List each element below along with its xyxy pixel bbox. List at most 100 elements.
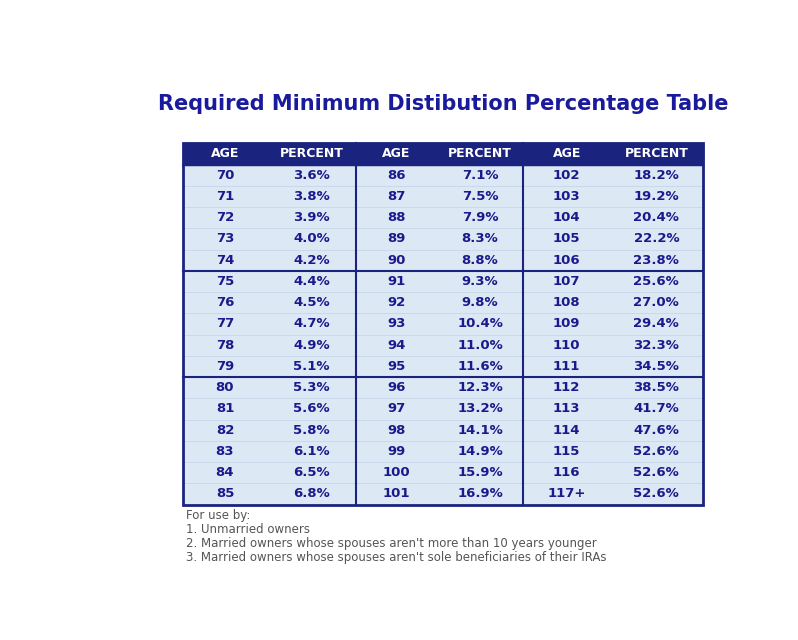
Text: 91: 91	[388, 275, 405, 288]
Text: 92: 92	[388, 296, 405, 309]
Text: 75: 75	[216, 275, 234, 288]
Text: 4.9%: 4.9%	[293, 339, 330, 352]
Text: Required Minimum Distibution Percentage Table: Required Minimum Distibution Percentage …	[158, 94, 729, 114]
Text: 98: 98	[387, 424, 406, 436]
Text: 94: 94	[387, 339, 406, 352]
Text: 16.9%: 16.9%	[457, 488, 503, 500]
Text: 18.2%: 18.2%	[634, 169, 679, 182]
Text: 115: 115	[553, 445, 580, 458]
Text: 5.6%: 5.6%	[293, 403, 330, 415]
Text: 73: 73	[215, 232, 234, 246]
Text: 34.5%: 34.5%	[634, 360, 679, 373]
Text: 97: 97	[388, 403, 405, 415]
Text: 52.6%: 52.6%	[634, 466, 679, 479]
Text: 71: 71	[216, 190, 234, 203]
Text: 79: 79	[216, 360, 234, 373]
Text: AGE: AGE	[382, 147, 411, 161]
Text: 27.0%: 27.0%	[634, 296, 679, 309]
Text: 81: 81	[215, 403, 234, 415]
Text: 32.3%: 32.3%	[634, 339, 679, 352]
Text: 89: 89	[387, 232, 406, 246]
Text: PERCENT: PERCENT	[448, 147, 512, 161]
Text: 93: 93	[387, 317, 406, 330]
Text: 114: 114	[553, 424, 580, 436]
Text: 8.8%: 8.8%	[462, 253, 499, 267]
Text: 95: 95	[388, 360, 405, 373]
Text: 4.5%: 4.5%	[293, 296, 330, 309]
Text: 112: 112	[553, 381, 580, 394]
Text: 103: 103	[553, 190, 580, 203]
Text: 85: 85	[215, 488, 234, 500]
Text: 105: 105	[553, 232, 580, 246]
Bar	[184, 143, 703, 504]
Text: 88: 88	[387, 211, 406, 224]
Text: 6.1%: 6.1%	[293, 445, 330, 458]
Text: 76: 76	[215, 296, 234, 309]
Text: PERCENT: PERCENT	[624, 147, 689, 161]
Text: 5.1%: 5.1%	[294, 360, 330, 373]
Text: 4.7%: 4.7%	[293, 317, 330, 330]
Text: 5.8%: 5.8%	[293, 424, 330, 436]
Text: 74: 74	[215, 253, 234, 267]
Text: 4.2%: 4.2%	[293, 253, 330, 267]
Text: 6.8%: 6.8%	[293, 488, 330, 500]
Text: 9.8%: 9.8%	[462, 296, 499, 309]
Text: AGE: AGE	[552, 147, 581, 161]
Text: 22.2%: 22.2%	[634, 232, 679, 246]
Text: 116: 116	[553, 466, 580, 479]
Text: 96: 96	[387, 381, 406, 394]
Text: 78: 78	[215, 339, 234, 352]
Text: 113: 113	[553, 403, 580, 415]
Text: 99: 99	[388, 445, 405, 458]
Text: 3.6%: 3.6%	[293, 169, 330, 182]
Text: 29.4%: 29.4%	[634, 317, 679, 330]
Text: 14.9%: 14.9%	[457, 445, 503, 458]
Text: 23.8%: 23.8%	[634, 253, 679, 267]
Text: 52.6%: 52.6%	[634, 488, 679, 500]
Text: 108: 108	[553, 296, 580, 309]
Text: 80: 80	[215, 381, 235, 394]
Text: 72: 72	[216, 211, 234, 224]
Text: 20.4%: 20.4%	[634, 211, 679, 224]
Text: 15.9%: 15.9%	[457, 466, 503, 479]
Text: 41.7%: 41.7%	[634, 403, 679, 415]
Text: 101: 101	[383, 488, 410, 500]
Text: 2. Married owners whose spouses aren't more than 10 years younger: 2. Married owners whose spouses aren't m…	[187, 537, 597, 550]
Text: 1. Unmarried owners: 1. Unmarried owners	[187, 524, 310, 536]
Text: 84: 84	[215, 466, 235, 479]
Text: 7.5%: 7.5%	[462, 190, 498, 203]
Text: 87: 87	[387, 190, 406, 203]
Text: 5.3%: 5.3%	[293, 381, 330, 394]
Text: 90: 90	[387, 253, 406, 267]
Text: 11.0%: 11.0%	[457, 339, 503, 352]
Text: 109: 109	[553, 317, 580, 330]
Text: 8.3%: 8.3%	[462, 232, 499, 246]
Text: 13.2%: 13.2%	[457, 403, 503, 415]
Text: AGE: AGE	[211, 147, 239, 161]
Text: 11.6%: 11.6%	[457, 360, 503, 373]
Text: 19.2%: 19.2%	[634, 190, 679, 203]
Text: 3.9%: 3.9%	[293, 211, 330, 224]
Text: 9.3%: 9.3%	[462, 275, 499, 288]
Text: 111: 111	[553, 360, 580, 373]
Text: 14.1%: 14.1%	[457, 424, 503, 436]
Text: 38.5%: 38.5%	[634, 381, 679, 394]
Text: PERCENT: PERCENT	[279, 147, 343, 161]
Text: 7.9%: 7.9%	[462, 211, 498, 224]
Text: 3.8%: 3.8%	[293, 190, 330, 203]
Text: 117+: 117+	[547, 488, 586, 500]
Bar	[184, 143, 703, 164]
Text: 100: 100	[383, 466, 410, 479]
Text: 10.4%: 10.4%	[457, 317, 503, 330]
Text: 3. Married owners whose spouses aren't sole beneficiaries of their IRAs: 3. Married owners whose spouses aren't s…	[187, 551, 606, 564]
Text: 52.6%: 52.6%	[634, 445, 679, 458]
Text: 110: 110	[553, 339, 580, 352]
Text: 82: 82	[215, 424, 234, 436]
Text: 106: 106	[553, 253, 580, 267]
Text: 7.1%: 7.1%	[462, 169, 498, 182]
Text: 102: 102	[553, 169, 580, 182]
Text: 70: 70	[215, 169, 234, 182]
Text: 86: 86	[387, 169, 406, 182]
Text: 4.0%: 4.0%	[293, 232, 330, 246]
Text: 104: 104	[553, 211, 580, 224]
